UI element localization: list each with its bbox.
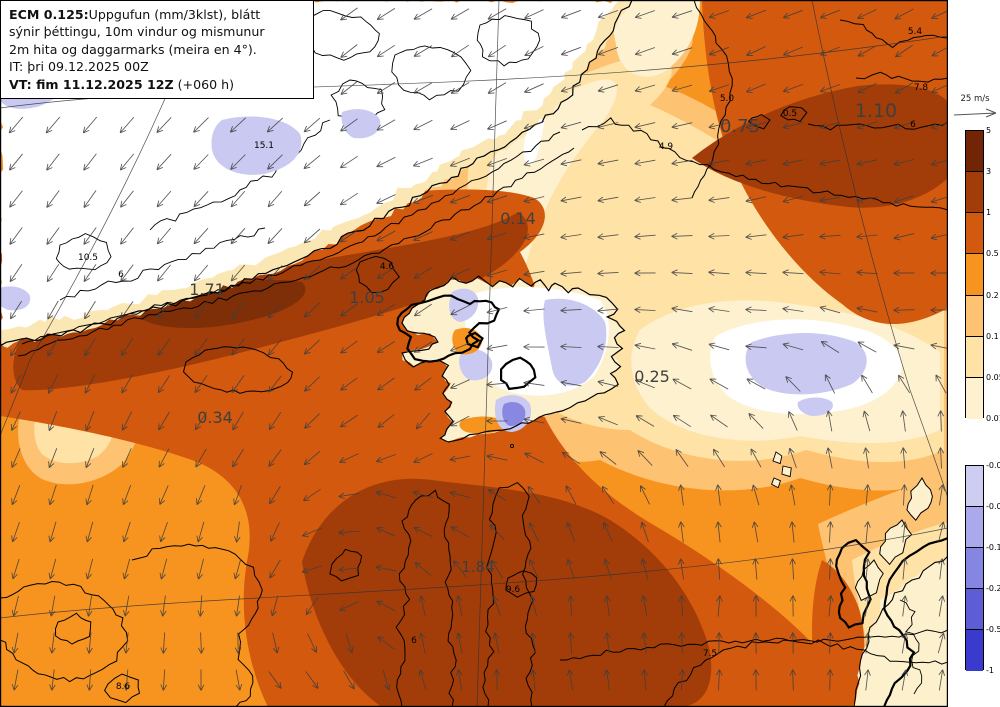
- evaporation-legend-bar: [965, 130, 984, 419]
- faroe-island: [781, 465, 792, 478]
- model-id: ECM 0.125:: [9, 7, 89, 22]
- legend-segment: [966, 589, 983, 630]
- condensation-legend-bar: [965, 465, 984, 671]
- legend-tick-label: 0.1: [986, 331, 999, 341]
- legend-segment: [966, 254, 983, 296]
- legend-segment: [966, 336, 983, 378]
- evaporation-legend: 5 3 1 0.5 0.2 0.1 0.05 0.01: [965, 126, 1000, 423]
- evaporation-value-label: 1.71: [189, 280, 225, 299]
- contour-value-labels: 5.4 7.8 6 5.0 0.5 4.9 4.6 10.5 15.1 6 9.6 6 7.5 8.6: [78, 27, 928, 692]
- weather-map: 5.4 7.8 6 5.0 0.5 4.9 4.6 10.5 15.1 6 9.6 6 7.5 8.6 0…: [0, 0, 948, 707]
- legend-segment: [966, 295, 983, 337]
- legend-tick-label: 0.5: [986, 249, 999, 259]
- legend-tick-label: -1: [986, 666, 994, 675]
- contour-label: 4.9: [659, 142, 674, 152]
- evaporation-value-label: 1.84: [461, 558, 494, 576]
- contour-label: 4.6: [380, 262, 395, 272]
- init-time: IT: þri 09.12.2025 00Z: [9, 59, 149, 75]
- norway-island: [879, 519, 913, 566]
- vestmannaeyjar-island: [509, 443, 515, 449]
- info-line-2: sýnir þéttingu, 10m vindur og mismunur: [9, 24, 265, 40]
- legend-segment: [966, 548, 983, 589]
- legend-tick-label: -0.05: [986, 502, 1000, 511]
- legend-tick-label: -0.5: [986, 625, 1000, 634]
- norway-island: [906, 477, 933, 521]
- wind-scale-label: 25 m/s: [960, 94, 990, 104]
- legend-tick-label: 5: [986, 126, 992, 135]
- legend-segment: [966, 131, 983, 173]
- faroe-island: [772, 451, 783, 465]
- contour-label: 7.5: [703, 649, 717, 659]
- wind-arrows: [8, 7, 948, 691]
- info-line-title: ECM 0.125:Uppgufun (mm/3klst), blátt: [9, 7, 261, 22]
- contour-label: 8.6: [116, 682, 131, 692]
- contour-label: 6: [411, 636, 417, 646]
- evaporation-value-label: 0.14: [500, 209, 536, 228]
- legend-tick-label: -0.1: [986, 543, 1000, 552]
- legend-segment: [966, 172, 983, 214]
- legend-segment: [966, 507, 983, 548]
- legend-tick-label: 3: [986, 167, 992, 177]
- contour-label: 6: [118, 270, 124, 280]
- valid-time-line: VT: fim 11.12.2025 12Z (+060 h): [9, 76, 235, 92]
- contour-label: 15.1: [254, 141, 274, 151]
- contour-label: 5.0: [720, 94, 735, 104]
- model-info-box: ECM 0.125:Uppgufun (mm/3klst), blátt sýn…: [0, 0, 314, 100]
- info-line-3: 2m hita og daggarmarks (meira en 4°).: [9, 41, 257, 57]
- wind-scale-arrow-icon: [953, 108, 997, 118]
- wind-scale: 25 m/s: [952, 94, 998, 122]
- evaporation-value-label: 0.25: [634, 367, 670, 386]
- valid-time: VT: fim 11.12.2025 12Z: [9, 76, 174, 92]
- evaporation-value-labels: 0.14 1.71 1.05 0.34 0.25 0.75 1.10 1.84: [189, 100, 897, 576]
- evaporation-value-label: 1.10: [855, 100, 897, 122]
- legend-segment: [966, 630, 983, 671]
- legend-tick-label: 0.05: [986, 372, 1000, 382]
- legend-tick-label: -0.01: [986, 461, 1000, 470]
- evaporation-value-label: 0.75: [720, 116, 760, 137]
- legend-segment: [966, 377, 983, 419]
- faroe-island: [771, 477, 782, 489]
- contour-label: 10.5: [78, 253, 98, 263]
- greenland-coastline: [0, 0, 633, 347]
- map-frame: [0, 0, 948, 707]
- legend-segment: [966, 466, 983, 507]
- legend-segment: [966, 213, 983, 255]
- contour-label: 0.5: [783, 109, 797, 119]
- contour-label: 7.8: [914, 83, 929, 93]
- norway-coastline: [853, 555, 948, 707]
- contour-label: 6: [910, 120, 916, 130]
- legend-tick-label: -0.2: [986, 584, 1000, 593]
- evaporation-value-label: 0.34: [197, 408, 233, 427]
- legend-tick-label: 0.01: [986, 414, 1000, 423]
- contour-label: 5.4: [908, 27, 923, 37]
- legend-tick-label: 0.2: [986, 290, 999, 300]
- evaporation-value-label: 1.05: [349, 288, 385, 307]
- legend-tick-label: 1: [986, 208, 992, 218]
- condensation-legend: -0.01 -0.05 -0.1 -0.2 -0.5 -1: [965, 461, 1000, 675]
- contour-label: 9.6: [506, 585, 521, 595]
